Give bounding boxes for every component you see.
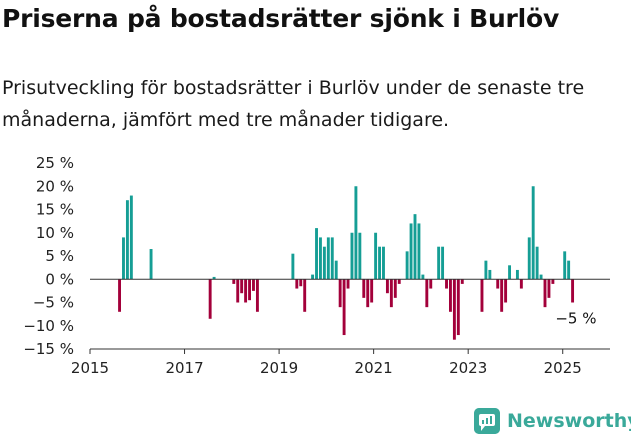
bar xyxy=(342,279,346,336)
bar xyxy=(378,246,381,280)
bar xyxy=(484,260,488,280)
newsworthy-logo-icon xyxy=(474,408,500,434)
bar xyxy=(441,246,445,280)
bar xyxy=(366,279,370,308)
chart-title: Priserna på bostadsrätter sjönk i Burlöv xyxy=(2,4,560,33)
x-tick-label: 2017 xyxy=(165,359,203,377)
bar xyxy=(319,237,322,280)
y-tick-label: −5 % xyxy=(33,294,74,312)
bar xyxy=(393,279,397,298)
bar xyxy=(519,279,523,289)
y-tick-label: −10 % xyxy=(23,317,74,335)
price-change-bar-chart: −15 % −10 % −5 % 0 % 5 % 10 % 15 % 20 % 25 % 2015… xyxy=(23,154,610,377)
y-tick-label: 15 % xyxy=(36,201,74,219)
bar xyxy=(208,279,212,319)
bar xyxy=(425,279,429,308)
y-tick-label: 10 % xyxy=(36,224,74,242)
bar xyxy=(330,237,334,280)
bar xyxy=(488,269,492,280)
bar xyxy=(370,279,374,303)
annotation-label: −5 % xyxy=(555,309,596,327)
bar xyxy=(543,279,547,308)
bar xyxy=(248,279,251,301)
bar xyxy=(303,279,307,312)
bar xyxy=(527,237,531,280)
bar xyxy=(445,279,448,289)
bar xyxy=(240,279,244,294)
bar xyxy=(551,279,555,284)
bar xyxy=(437,246,441,280)
bar xyxy=(409,223,413,280)
bar xyxy=(236,279,240,303)
bar xyxy=(405,251,409,280)
x-tick-label: 2019 xyxy=(260,359,298,377)
bar xyxy=(362,279,366,298)
y-tick-label: 20 % xyxy=(36,177,74,195)
bar xyxy=(389,279,393,308)
chart-subtitle: Prisutveckling för bostadsrätter i Burlö… xyxy=(2,77,585,131)
bar xyxy=(315,228,318,280)
bar xyxy=(429,279,433,289)
bar xyxy=(547,279,551,298)
bar xyxy=(255,279,259,312)
bar xyxy=(299,279,303,287)
x-tick-label: 2023 xyxy=(449,359,487,377)
bar xyxy=(338,279,342,308)
bar xyxy=(129,195,133,280)
y-tick-label: 25 % xyxy=(36,154,74,172)
bar xyxy=(452,279,456,340)
bar xyxy=(449,279,452,312)
bar xyxy=(232,279,236,284)
bar xyxy=(346,279,350,289)
bar xyxy=(567,260,571,280)
bar xyxy=(118,279,121,312)
y-tick-label: 0 % xyxy=(45,270,74,288)
bar xyxy=(535,246,539,280)
bar xyxy=(125,200,129,280)
bar xyxy=(515,269,519,280)
bar xyxy=(122,237,125,280)
bar xyxy=(322,246,326,280)
bar xyxy=(244,279,248,303)
bar xyxy=(456,279,460,336)
bar xyxy=(311,274,315,280)
bar xyxy=(334,260,338,280)
bar xyxy=(539,274,543,280)
bar xyxy=(480,279,484,312)
bar xyxy=(212,276,216,280)
x-tick-label: 2015 xyxy=(71,359,109,377)
bar xyxy=(417,223,421,280)
bar xyxy=(382,246,385,280)
bar xyxy=(354,186,358,280)
bar xyxy=(460,279,464,284)
x-tick-label: 2025 xyxy=(544,359,582,377)
bar xyxy=(500,279,504,312)
x-tick-label: 2021 xyxy=(355,359,393,377)
y-tick-label: 5 % xyxy=(45,247,74,265)
bar xyxy=(531,186,535,280)
bar xyxy=(149,249,153,280)
bar xyxy=(252,279,255,291)
bar xyxy=(413,214,417,280)
bar xyxy=(358,232,362,280)
bar xyxy=(496,279,500,289)
bar xyxy=(571,279,575,303)
bar xyxy=(291,253,295,280)
bar xyxy=(326,237,330,280)
bar xyxy=(563,251,567,280)
bar xyxy=(421,274,425,280)
bar xyxy=(504,279,508,303)
bar xyxy=(295,279,299,289)
bar xyxy=(508,265,511,280)
bar xyxy=(397,279,401,284)
brand-name: Newsworthy xyxy=(507,410,631,432)
bar xyxy=(374,232,378,280)
newsworthy-brand[interactable]: Newsworthy xyxy=(474,406,631,436)
bar xyxy=(350,232,354,280)
y-tick-label: −15 % xyxy=(23,340,74,358)
bar xyxy=(385,279,389,294)
